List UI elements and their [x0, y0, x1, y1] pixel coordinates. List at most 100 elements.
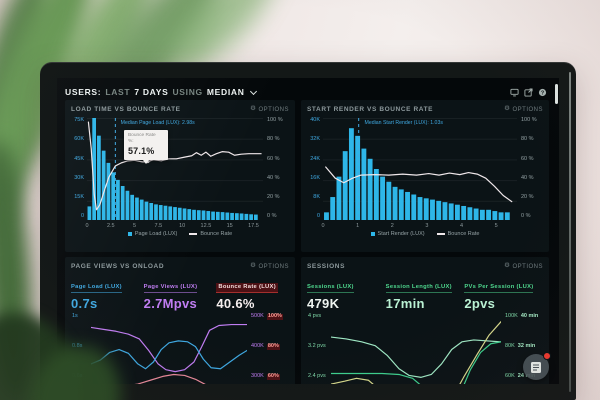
chart-plot[interactable] — [91, 314, 247, 384]
panel-sessions: SESSIONS ⚙ OPTIONS Sessions (LUX) 479K S… — [301, 257, 549, 384]
legend-item-line[interactable]: Bounce Rate — [436, 231, 479, 237]
dashboard-header: USERS: LAST 7 DAYS USING MEDIAN — [57, 78, 559, 100]
display-icon[interactable] — [510, 88, 519, 97]
metric-row: Sessions (LUX) 479K Session Length (LUX)… — [307, 275, 543, 311]
axis-tick-x: 10 — [179, 223, 186, 229]
median-annotation: Median Page Load (LUX): 2.98s — [120, 120, 195, 126]
help-icon[interactable]: ? — [538, 88, 547, 97]
panel-title: SESSIONS — [307, 263, 346, 270]
axis-tick-right: 300K 60% — [251, 374, 289, 380]
chart-plot[interactable]: Median Start Render (LUX): 1.03s — [323, 118, 517, 220]
axis-tick-x: 5 — [494, 223, 498, 229]
x-axis: 0 1 2 3 4 5 — [321, 221, 517, 230]
metric-value: 17min — [385, 296, 425, 311]
axis-tick-left: 32K — [310, 136, 320, 143]
axis-tick-left: 1s — [72, 313, 78, 319]
axis-tick-right: 100 % — [267, 117, 283, 123]
svg-text:?: ? — [541, 90, 544, 96]
legend-line-swatch — [436, 233, 445, 235]
axis-tick-right: 20 % — [521, 194, 534, 201]
metric-value: 2pvs — [464, 296, 496, 311]
notes-fab-button[interactable] — [523, 352, 551, 380]
metric-value: 0.7s — [71, 296, 98, 311]
dashboard-screen: USERS: LAST 7 DAYS USING MEDIAN — [57, 78, 559, 384]
header-using-label: USING — [172, 87, 203, 97]
header-agg-value[interactable]: MEDIAN — [206, 87, 245, 97]
options-button[interactable]: ⚙ OPTIONS — [504, 262, 543, 270]
axis-tick-value: 100% — [266, 313, 283, 320]
panel-title: LOAD TIME VS BOUNCE RATE — [71, 106, 181, 113]
tooltip-value: 57.1% — [127, 145, 155, 156]
axis-tick-value: 60K — [505, 373, 515, 380]
axis-tick-left: 45K — [74, 155, 84, 162]
axis-tick-left: 40K — [310, 117, 320, 123]
options-button[interactable]: ⚙ OPTIONS — [250, 105, 289, 113]
axis-tick-right: 0 % — [521, 213, 531, 220]
y-axis-right: 100 % 80 % 60 % 40 % 20 % 0 % — [263, 117, 289, 220]
legend-item-bars[interactable]: Page Load (LUX) — [127, 231, 177, 237]
panel-grid: LOAD TIME VS BOUNCE RATE ⚙ OPTIONS 75K 60… — [65, 100, 549, 384]
notes-icon — [531, 361, 541, 373]
axis-tick-right: 80 % — [267, 136, 280, 143]
axis-tick-x: 17.5 — [248, 223, 259, 229]
axis-tick-value: 32 min — [517, 343, 536, 350]
metric-row: Page Load (LUX) 0.7s Page Views (LUX) 2.… — [71, 275, 289, 311]
header-users-label: USERS: — [65, 87, 102, 97]
axis-tick-x: 12.5 — [200, 223, 212, 229]
metric-bounce-rate: Bounce Rate (LUX) 40.6% — [216, 275, 289, 311]
axis-tick-x: 15 — [226, 223, 233, 229]
y-axis-left: 40K 32K 24K 16K 8K 0 — [307, 117, 323, 220]
legend-item-bars[interactable]: Start Render (LUX) — [370, 231, 425, 237]
chart-plot[interactable]: Median Page Load (LUX): 2.98s Bounce Rat… — [87, 118, 263, 220]
header-range-value[interactable]: 7 DAYS — [134, 87, 169, 97]
axis-tick-right: 40 % — [521, 174, 534, 181]
laptop: USERS: LAST 7 DAYS USING MEDIAN — [40, 62, 576, 400]
axis-tick-right: 100K 40 min — [505, 313, 543, 320]
metric-page-views: Page Views (LUX) 2.7Mpvs — [143, 275, 217, 311]
axis-tick-right: 20 % — [267, 194, 280, 201]
axis-tick-right: 100 % — [521, 117, 537, 123]
axis-tick-x: 0 — [321, 223, 325, 229]
chart-legend: Start Render (LUX) Bounce Rate — [307, 231, 543, 237]
axis-tick-value: 40 min — [520, 313, 539, 319]
axis-tick-x: 1 — [356, 223, 360, 229]
axis-tick-value: 100K — [505, 313, 518, 319]
axis-tick-right: 40 % — [267, 174, 280, 181]
axis-tick-x: 3 — [425, 223, 429, 229]
chart-plot[interactable] — [331, 314, 501, 384]
axis-tick-left: 2.4 pvs — [308, 373, 326, 380]
notification-badge — [543, 352, 551, 360]
y-axis-left: 75K 60K 45K 30K 15K 0 — [71, 117, 87, 220]
scrollbar-thumb[interactable] — [555, 84, 558, 104]
axis-tick-value: 300K — [251, 373, 264, 380]
axis-tick-right: 0 % — [267, 213, 277, 220]
axis-tick-x: 7.5 — [154, 223, 163, 229]
options-button[interactable]: ⚙ OPTIONS — [504, 105, 543, 113]
x-axis: 0 2.5 5 7.5 10 12.5 15 17.5 — [85, 221, 263, 230]
chevron-down-icon[interactable] — [249, 87, 257, 95]
chart-tooltip: Bounce Rate %: 57.1% — [123, 130, 168, 164]
metric-session-length: Session Length (LUX) 17min — [385, 275, 465, 311]
axis-tick-left: 4 pvs — [308, 313, 322, 319]
options-button[interactable]: ⚙ OPTIONS — [250, 262, 289, 270]
legend-bar-swatch — [127, 232, 132, 236]
panel-start-render-vs-bounce: START RENDER VS BOUNCE RATE ⚙ OPTIONS 40… — [301, 100, 549, 252]
share-icon[interactable] — [524, 87, 533, 97]
axis-tick-value: 80% — [266, 343, 280, 350]
axis-tick-value: 80K — [505, 343, 515, 350]
axis-tick-x: 2 — [390, 223, 394, 229]
axis-tick-x: 4 — [460, 223, 464, 229]
axis-tick-value: 400K — [251, 343, 264, 350]
median-annotation: Median Start Render (LUX): 1.03s — [364, 120, 443, 126]
metric-value: 479K — [307, 296, 340, 311]
metric-page-load: Page Load (LUX) 0.7s — [71, 275, 144, 311]
legend-bar-swatch — [370, 232, 375, 236]
axis-tick-left: 0 — [80, 213, 84, 220]
axis-tick-right: 60 % — [521, 155, 534, 162]
legend-item-line[interactable]: Bounce Rate — [189, 231, 232, 237]
axis-tick-left: 30K — [74, 174, 84, 181]
axis-tick-value: 60% — [266, 373, 280, 380]
chart-legend: Page Load (LUX) Bounce Rate — [71, 231, 289, 237]
